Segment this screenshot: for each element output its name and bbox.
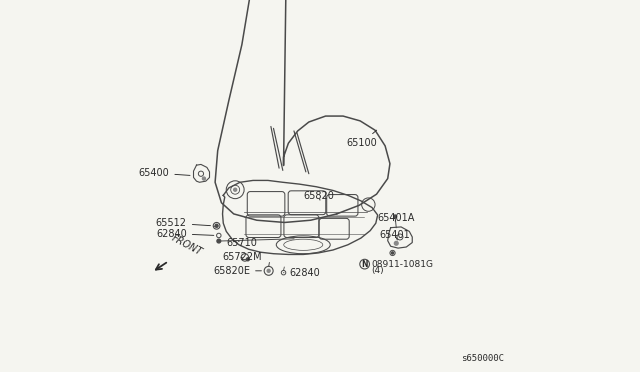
- Text: 65100: 65100: [346, 130, 377, 148]
- Text: 65722M: 65722M: [223, 253, 262, 262]
- Text: 65512: 65512: [156, 218, 211, 228]
- Circle shape: [267, 269, 270, 272]
- Text: 65820E: 65820E: [213, 266, 261, 276]
- Circle shape: [246, 258, 250, 261]
- Text: s650000C: s650000C: [461, 354, 504, 363]
- Circle shape: [202, 177, 205, 180]
- Text: 65401A: 65401A: [378, 213, 415, 222]
- Circle shape: [394, 215, 397, 218]
- Text: 65400: 65400: [139, 168, 190, 178]
- Text: N: N: [362, 260, 368, 269]
- Text: 62840: 62840: [156, 229, 214, 238]
- Circle shape: [217, 239, 221, 243]
- Circle shape: [392, 252, 394, 254]
- Text: 65401: 65401: [380, 230, 410, 240]
- Circle shape: [234, 188, 237, 191]
- Text: 65820: 65820: [303, 192, 334, 201]
- Text: 62840: 62840: [284, 269, 320, 278]
- Text: 08911-1081G: 08911-1081G: [371, 260, 433, 269]
- Circle shape: [394, 241, 398, 245]
- Text: (4): (4): [371, 266, 384, 275]
- Text: FRONT: FRONT: [170, 233, 204, 257]
- Circle shape: [215, 224, 218, 227]
- Text: 65710: 65710: [227, 238, 257, 247]
